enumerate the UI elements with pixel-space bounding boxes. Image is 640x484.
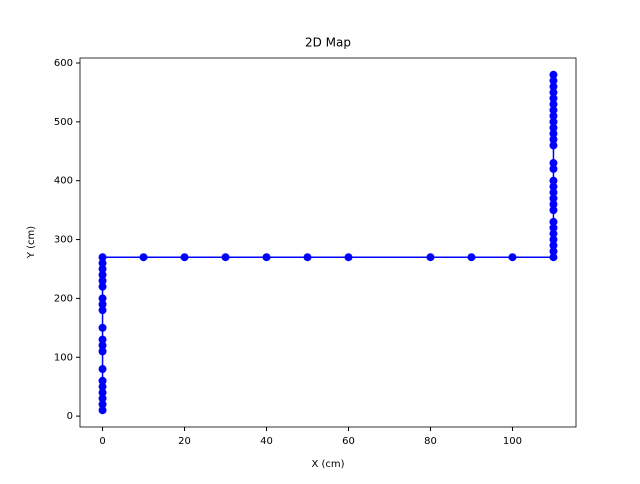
marker	[98, 365, 107, 374]
marker	[549, 123, 558, 132]
marker	[98, 270, 107, 279]
marker	[549, 135, 558, 144]
marker	[139, 253, 148, 262]
marker	[508, 253, 517, 262]
marker	[549, 241, 558, 250]
chart-title: 2D Map	[305, 36, 351, 50]
y-axis-label: Y (cm)	[26, 226, 37, 259]
marker	[98, 341, 107, 350]
marker	[98, 347, 107, 356]
marker	[549, 176, 558, 185]
x-tick-label: 40	[260, 436, 273, 447]
marker	[549, 159, 558, 168]
marker	[549, 206, 558, 215]
x-tick-label: 0	[99, 436, 105, 447]
marker	[549, 188, 558, 197]
marker	[98, 276, 107, 285]
plot-frame	[79, 57, 577, 428]
marker	[98, 264, 107, 273]
marker	[467, 253, 476, 262]
marker	[549, 164, 558, 173]
marker	[344, 253, 353, 262]
marker	[549, 194, 558, 203]
marker	[549, 253, 558, 262]
y-tick-label: 200	[54, 293, 73, 304]
marker	[549, 141, 558, 150]
marker	[549, 247, 558, 256]
y-tick-label: 0	[67, 411, 73, 422]
marker	[549, 117, 558, 126]
marker	[426, 253, 435, 262]
marker	[549, 217, 558, 226]
marker	[549, 106, 558, 115]
marker	[549, 182, 558, 191]
marker	[180, 253, 189, 262]
marker	[549, 235, 558, 244]
marker	[98, 382, 107, 391]
marker	[221, 253, 230, 262]
marker	[98, 394, 107, 403]
marker	[549, 82, 558, 91]
marker	[98, 259, 107, 268]
marker	[549, 223, 558, 232]
marker	[98, 400, 107, 409]
marker	[98, 406, 107, 415]
marker	[549, 70, 558, 79]
marker	[98, 253, 107, 262]
y-tick-label: 500	[54, 117, 73, 128]
marker	[98, 376, 107, 385]
marker	[98, 323, 107, 332]
marker	[303, 253, 312, 262]
x-tick-label: 100	[503, 436, 522, 447]
marker	[549, 129, 558, 138]
y-tick-label: 100	[54, 352, 73, 363]
marker	[262, 253, 271, 262]
marker	[549, 229, 558, 238]
marker	[549, 88, 558, 97]
marker	[98, 335, 107, 344]
x-tick-label: 80	[424, 436, 437, 447]
marker	[549, 100, 558, 109]
x-tick-label: 60	[342, 436, 355, 447]
y-tick-label: 400	[54, 176, 73, 187]
marker	[98, 306, 107, 315]
marker	[98, 294, 107, 303]
marker	[549, 76, 558, 85]
x-axis-label: X (cm)	[311, 459, 344, 470]
marker	[549, 111, 558, 120]
marker	[98, 300, 107, 309]
y-tick-label: 600	[54, 58, 73, 69]
marker	[98, 388, 107, 397]
y-tick-label: 300	[54, 235, 73, 246]
marker	[549, 200, 558, 209]
x-tick-label: 20	[178, 436, 191, 447]
marker	[98, 282, 107, 291]
marker	[549, 94, 558, 103]
